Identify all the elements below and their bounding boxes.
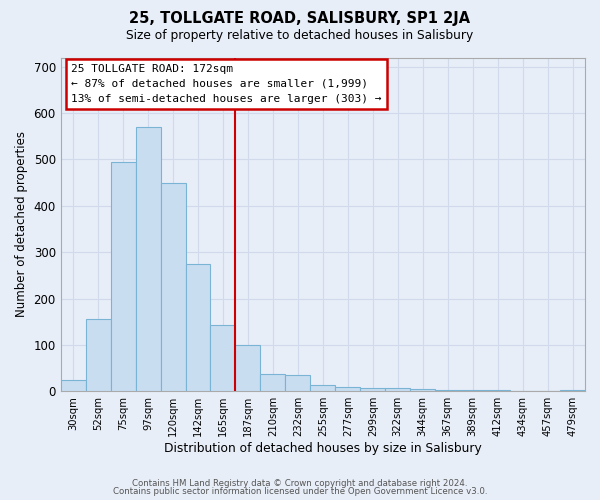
Bar (310, 385, 335, 391)
Bar (385, 388, 410, 391)
Bar (110, 162, 136, 391)
Bar (460, 390, 485, 391)
Bar (335, 386, 360, 391)
Text: Size of property relative to detached houses in Salisbury: Size of property relative to detached ho… (127, 28, 473, 42)
Bar (410, 390, 435, 391)
Bar (211, 325, 235, 391)
Bar (86, 320, 110, 391)
Bar (435, 390, 460, 391)
Text: 25, TOLLGATE ROAD, SALISBURY, SP1 2JA: 25, TOLLGATE ROAD, SALISBURY, SP1 2JA (130, 12, 470, 26)
Text: 25 TOLLGATE ROAD: 172sqm
← 87% of detached houses are smaller (1,999)
13% of sem: 25 TOLLGATE ROAD: 172sqm ← 87% of detach… (71, 64, 382, 104)
X-axis label: Distribution of detached houses by size in Salisbury: Distribution of detached houses by size … (164, 442, 482, 455)
Text: Contains public sector information licensed under the Open Government Licence v3: Contains public sector information licen… (113, 488, 487, 496)
Bar (485, 390, 510, 391)
Bar (360, 388, 385, 391)
Bar (235, 345, 260, 391)
Bar (185, 264, 211, 391)
Bar (161, 182, 185, 391)
Bar (260, 374, 286, 391)
Bar (61, 380, 86, 391)
Y-axis label: Number of detached properties: Number of detached properties (15, 132, 28, 318)
Bar (560, 390, 585, 391)
Bar (136, 127, 161, 391)
Text: Contains HM Land Registry data © Crown copyright and database right 2024.: Contains HM Land Registry data © Crown c… (132, 479, 468, 488)
Bar (286, 375, 310, 391)
